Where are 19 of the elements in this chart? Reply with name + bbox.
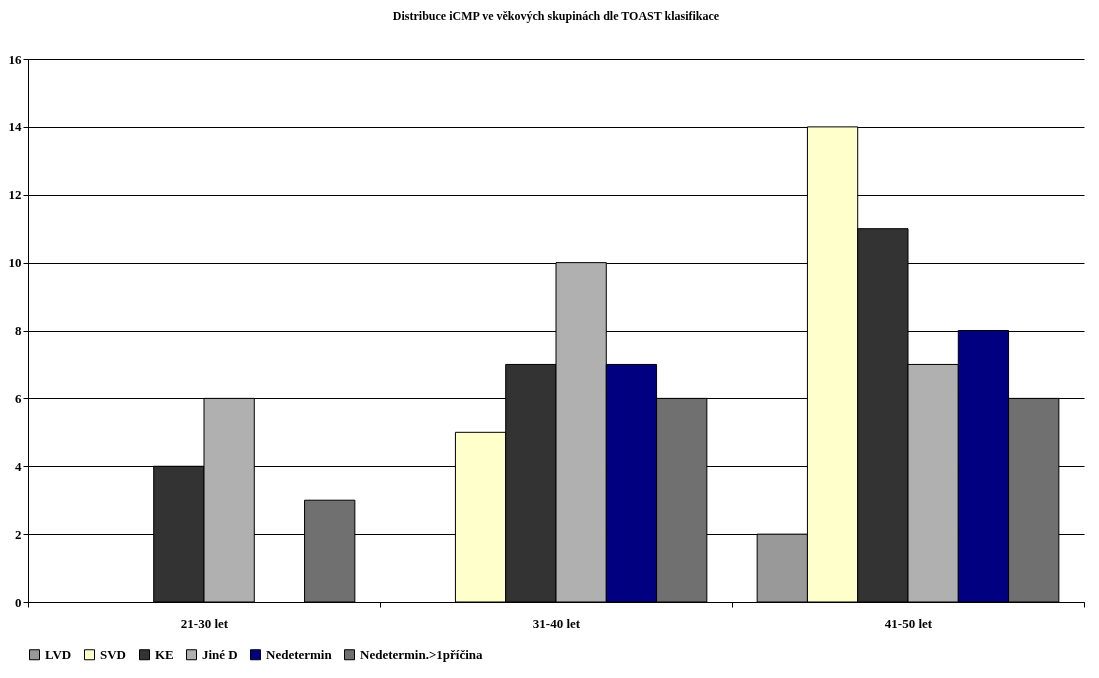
legend-label: KE — [155, 646, 174, 662]
x-tick-label: 31-40 let — [532, 615, 581, 631]
legend-label: Nedetermin.>1příčina — [360, 646, 484, 662]
y-tick-label: 4 — [15, 458, 22, 474]
chart-title: Distribuce iCMP ve věkových skupinách dle TOAST klasifikace — [392, 9, 720, 23]
x-tick-label: 41-50 let — [884, 615, 933, 631]
y-tick-label: 2 — [15, 526, 22, 542]
y-tick-label: 14 — [8, 119, 22, 135]
y-tick-label: 8 — [15, 323, 22, 338]
legend-label: SVD — [100, 646, 127, 662]
y-tick-label: 0 — [15, 594, 22, 610]
legend-label: Jiné D — [202, 646, 238, 662]
legend-label: LVD — [45, 646, 72, 662]
y-tick-label: 16 — [8, 51, 22, 67]
legend-label: Nedetermin — [266, 646, 333, 662]
x-tick-label: 21-30 let — [180, 615, 229, 631]
y-tick-label: 12 — [8, 187, 22, 203]
y-tick-label: 6 — [15, 390, 22, 406]
y-tick-label: 10 — [8, 255, 22, 271]
